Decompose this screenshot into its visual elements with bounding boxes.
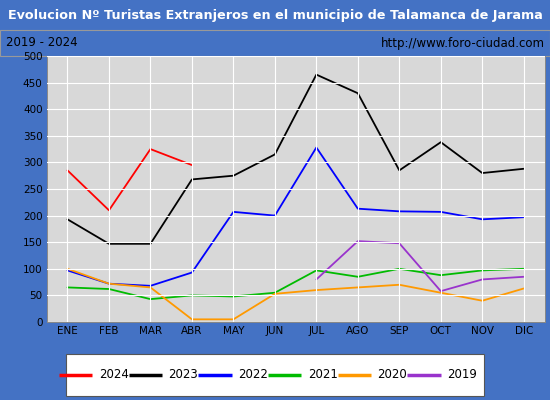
Text: 2024: 2024 [99,368,129,382]
Text: 2019 - 2024: 2019 - 2024 [6,36,77,50]
Text: http://www.foro-ciudad.com: http://www.foro-ciudad.com [381,36,544,50]
Text: 2019: 2019 [447,368,477,382]
Text: Evolucion Nº Turistas Extranjeros en el municipio de Talamanca de Jarama: Evolucion Nº Turistas Extranjeros en el … [8,8,542,22]
Text: 2020: 2020 [377,368,407,382]
Text: 2021: 2021 [308,368,338,382]
Text: 2023: 2023 [168,368,198,382]
Text: 2022: 2022 [238,368,268,382]
